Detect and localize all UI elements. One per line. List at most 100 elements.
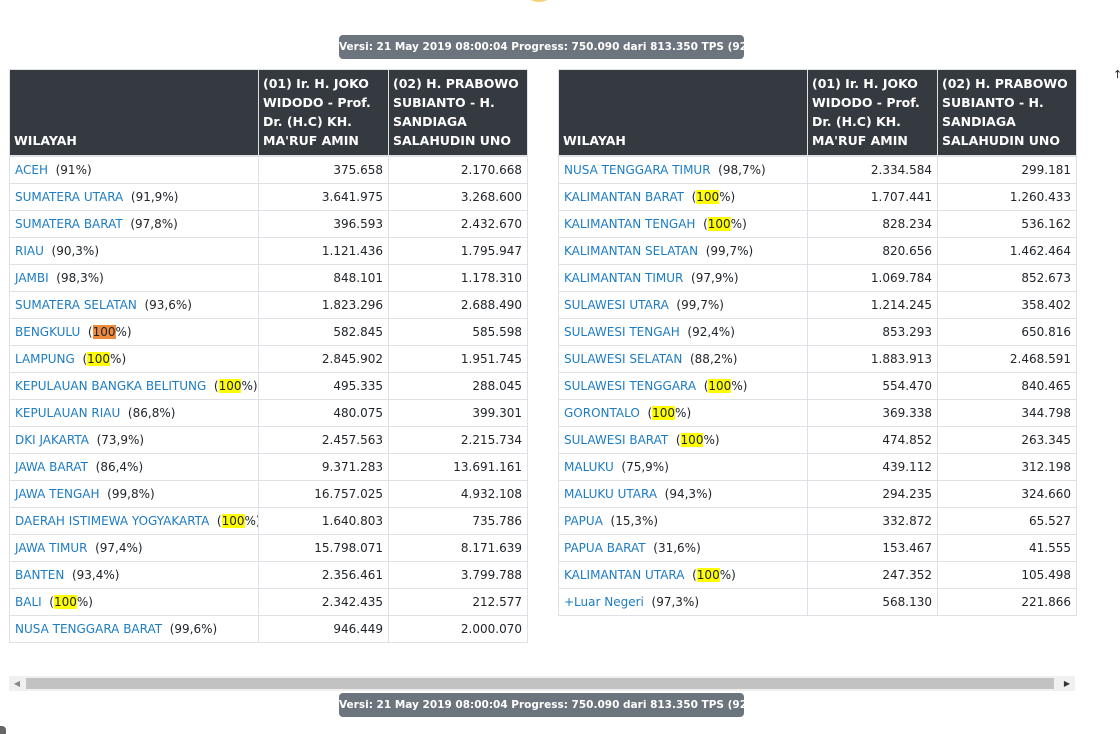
percent-value: 90,3% [56, 243, 95, 258]
table-row: BANTEN (93,4%) 2.356.461 3.799.788 [9, 560, 528, 589]
region-cell: KALIMANTAN SELATAN (99,7%) [558, 236, 808, 265]
percent-value: 99,7% [681, 297, 720, 312]
percent-value: 99,6% [174, 621, 213, 636]
votes-candidate-01: 2.845.902 [258, 344, 389, 373]
table-row: JAWA BARAT (86,4%) 9.371.283 13.691.161 [9, 452, 528, 481]
votes-candidate-01: 2.334.584 [807, 155, 938, 184]
region-link[interactable]: BANTEN [15, 567, 65, 582]
votes-candidate-02: 585.598 [388, 317, 528, 346]
table-row: KALIMANTAN UTARA (100%) 247.352 105.498 [558, 560, 1077, 589]
region-link[interactable]: +Luar Negeri [564, 594, 644, 609]
region-link[interactable]: SULAWESI SELATAN [564, 351, 683, 366]
region-link[interactable]: KALIMANTAN BARAT [564, 189, 684, 204]
votes-candidate-01: 474.852 [807, 425, 938, 454]
region-link[interactable]: KEPULAUAN BANGKA BELITUNG [15, 378, 207, 393]
region-link[interactable]: DKI JAKARTA [15, 432, 89, 447]
votes-candidate-02: 650.816 [937, 317, 1077, 346]
table-header-row: WILAYAH (01) Ir. H. JOKO WIDODO - Prof. … [9, 69, 528, 157]
region-link[interactable]: JAWA TIMUR [15, 540, 88, 555]
region-link[interactable]: SULAWESI TENGGARA [564, 378, 697, 393]
region-link[interactable]: SUMATERA BARAT [15, 216, 123, 231]
cursor-icon [0, 726, 6, 734]
column-header-candidate-01[interactable]: (01) Ir. H. JOKO WIDODO - Prof. Dr. (H.C… [807, 69, 938, 157]
column-header-region[interactable]: WILAYAH [9, 69, 259, 157]
scrollbar-thumb[interactable] [26, 678, 1054, 689]
region-link[interactable]: PAPUA BARAT [564, 540, 646, 555]
votes-candidate-01: 853.293 [807, 317, 938, 346]
region-link[interactable]: NUSA TENGGARA TIMUR [564, 162, 711, 177]
votes-candidate-02: 263.345 [937, 425, 1077, 454]
region-link[interactable]: JAWA TENGAH [15, 486, 100, 501]
region-cell: KALIMANTAN TIMUR (97,9%) [558, 263, 808, 292]
region-cell: SULAWESI TENGGARA (100%) [558, 371, 808, 400]
region-link[interactable]: RIAU [15, 243, 44, 258]
column-header-region[interactable]: WILAYAH [558, 69, 808, 157]
votes-candidate-02: 852.673 [937, 263, 1077, 292]
votes-candidate-02: 1.178.310 [388, 263, 528, 292]
region-link[interactable]: SULAWESI TENGAH [564, 324, 680, 339]
votes-candidate-02: 2.215.734 [388, 425, 528, 454]
votes-candidate-01: 1.823.296 [258, 290, 389, 319]
region-link[interactable]: SUMATERA SELATAN [15, 297, 137, 312]
region-link[interactable]: SULAWESI UTARA [564, 297, 669, 312]
region-link[interactable]: BALI [15, 594, 42, 609]
region-link[interactable]: SUMATERA UTARA [15, 189, 124, 204]
percent-value: 99,7% [710, 243, 749, 258]
region-cell: MALUKU UTARA (94,3%) [558, 479, 808, 508]
region-link[interactable]: KALIMANTAN UTARA [564, 567, 685, 582]
region-link[interactable]: MALUKU [564, 459, 614, 474]
region-link[interactable]: BENGKULU [15, 324, 81, 339]
votes-candidate-02: 344.798 [937, 398, 1077, 427]
region-link[interactable]: NUSA TENGGARA BARAT [15, 621, 163, 636]
table-body-right: NUSA TENGGARA TIMUR (98,7%) 2.334.584 299.… [558, 155, 1077, 616]
region-cell: DAERAH ISTIMEWA YOGYAKARTA (100%) [9, 506, 259, 535]
region-cell: DKI JAKARTA (73,9%) [9, 425, 259, 454]
percent-highlight: 100 [696, 189, 720, 204]
table-row: SULAWESI BARAT (100%) 474.852 263.345 [558, 425, 1077, 454]
region-link[interactable]: KALIMANTAN SELATAN [564, 243, 699, 258]
region-link[interactable]: KEPULAUAN RIAU [15, 405, 121, 420]
column-header-candidate-02[interactable]: (02) H. PRABOWO SUBIANTO - H. SANDIAGA S… [388, 69, 528, 157]
percent-value: 98,7% [722, 162, 761, 177]
region-link[interactable]: SULAWESI BARAT [564, 432, 669, 447]
region-link[interactable]: GORONTALO [564, 405, 640, 420]
region-link[interactable]: JAWA BARAT [15, 459, 89, 474]
votes-candidate-02: 4.932.108 [388, 479, 528, 508]
region-link[interactable]: KALIMANTAN TENGAH [564, 216, 696, 231]
votes-candidate-02: 3.268.600 [388, 182, 528, 211]
votes-candidate-02: 358.402 [937, 290, 1077, 319]
column-header-candidate-01[interactable]: (01) Ir. H. JOKO WIDODO - Prof. Dr. (H.C… [258, 69, 389, 157]
column-header-candidate-02[interactable]: (02) H. PRABOWO SUBIANTO - H. SANDIAGA S… [937, 69, 1077, 157]
scroll-left-icon[interactable]: ◀ [13, 679, 21, 688]
region-link[interactable]: JAMBI [15, 270, 49, 285]
votes-candidate-01: 1.883.913 [807, 344, 938, 373]
votes-candidate-01: 2.342.435 [258, 587, 389, 616]
table-row: ACEH (91%) 375.658 2.170.668 [9, 155, 528, 184]
region-link[interactable]: MALUKU UTARA [564, 486, 658, 501]
region-cell: GORONTALO (100%) [558, 398, 808, 427]
votes-candidate-02: 65.527 [937, 506, 1077, 535]
votes-candidate-02: 2.468.591 [937, 344, 1077, 373]
region-cell: LAMPUNG (100%) [9, 344, 259, 373]
region-link[interactable]: DAERAH ISTIMEWA YOGYAKARTA [15, 513, 210, 528]
results-table-left: WILAYAH (01) Ir. H. JOKO WIDODO - Prof. … [9, 69, 528, 643]
horizontal-scrollbar[interactable]: ◀ ▶ [9, 676, 1075, 691]
votes-candidate-01: 1.640.803 [258, 506, 389, 535]
table-row: JAWA TENGAH (99,8%) 16.757.025 4.932.108 [9, 479, 528, 508]
votes-candidate-01: 582.845 [258, 317, 389, 346]
region-link[interactable]: ACEH [15, 162, 48, 177]
region-link[interactable]: LAMPUNG [15, 351, 75, 366]
votes-candidate-02: 2.170.668 [388, 155, 528, 184]
scroll-right-icon[interactable]: ▶ [1063, 679, 1071, 688]
region-link[interactable]: KALIMANTAN TIMUR [564, 270, 684, 285]
votes-candidate-01: 9.371.283 [258, 452, 389, 481]
version-progress-text: Versi: 21 May 2019 08:00:04 Progress: 75… [339, 699, 803, 711]
region-link[interactable]: PAPUA [564, 513, 603, 528]
votes-candidate-01: 820.656 [807, 236, 938, 265]
table-row: NUSA TENGGARA TIMUR (98,7%) 2.334.584 299.… [558, 155, 1077, 184]
percent-value: 75,9% [626, 459, 665, 474]
region-cell: NUSA TENGGARA BARAT (99,6%) [9, 614, 259, 643]
votes-candidate-02: 1.260.433 [937, 182, 1077, 211]
votes-candidate-01: 369.338 [807, 398, 938, 427]
region-cell: RIAU (90,3%) [9, 236, 259, 265]
